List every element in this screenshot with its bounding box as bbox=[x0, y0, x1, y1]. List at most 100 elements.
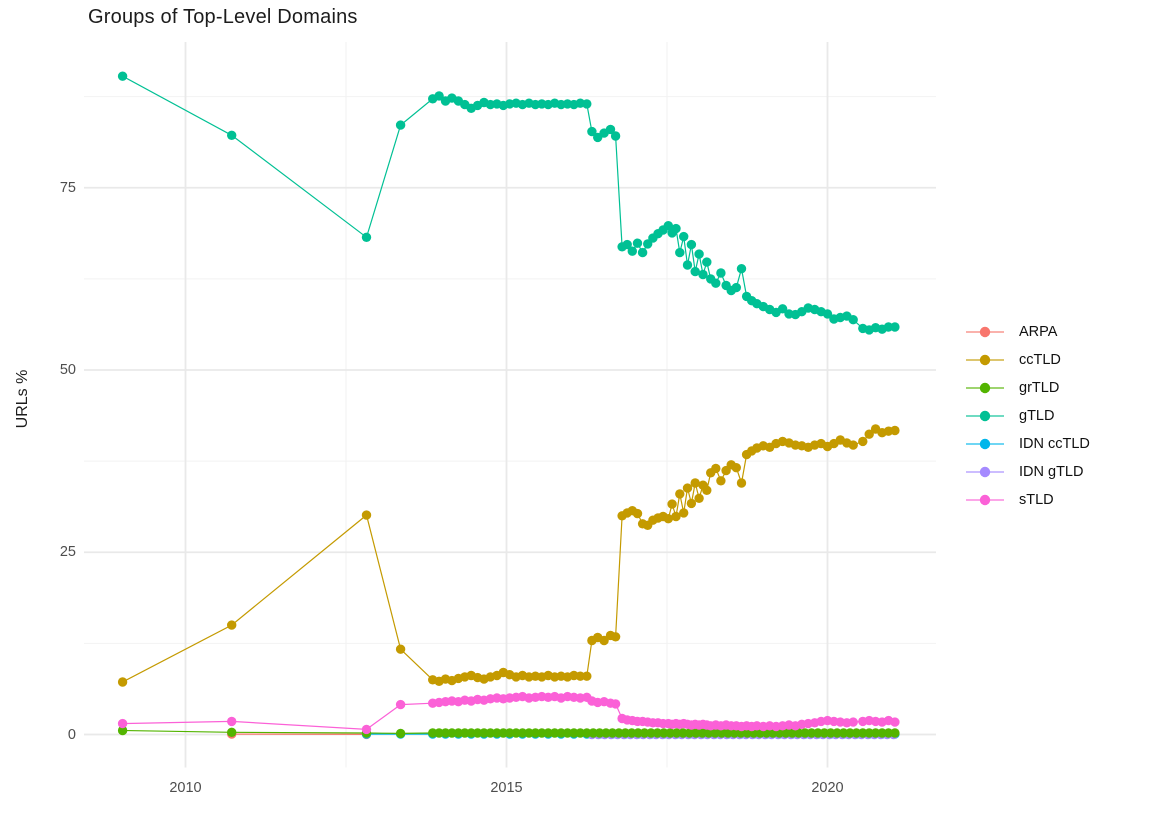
series-point-gtld bbox=[777, 304, 788, 314]
series-point-cctld bbox=[675, 489, 685, 499]
series-point-cctld bbox=[663, 514, 673, 524]
chart-title: Groups of Top-Level Domains bbox=[88, 6, 358, 28]
series-point-cctld bbox=[667, 499, 677, 509]
legend-label: gTLD bbox=[1019, 407, 1055, 424]
series-point-grtld bbox=[447, 728, 457, 738]
series-point-cctld bbox=[716, 476, 726, 486]
series-point-cctld bbox=[395, 644, 406, 654]
series-point-gtld bbox=[663, 221, 673, 231]
legend-key-icon bbox=[966, 326, 1004, 337]
series-point-cctld bbox=[227, 620, 237, 630]
series-point-stld bbox=[848, 717, 858, 727]
series-point-grtld bbox=[117, 725, 128, 736]
legend-key-icon bbox=[966, 382, 1004, 393]
series-point-stld bbox=[395, 699, 406, 710]
series-point-stld bbox=[610, 699, 621, 709]
series-point-grtld bbox=[607, 728, 618, 738]
legend-item-cctld: ccTLD bbox=[963, 349, 1090, 370]
y-tick-label: 25 bbox=[59, 544, 76, 561]
legend-label: IDN ccTLD bbox=[1019, 435, 1090, 452]
series-point-stld bbox=[227, 716, 237, 727]
legend-item-stld: sTLD bbox=[963, 489, 1090, 510]
series-point-cctld bbox=[731, 463, 741, 473]
series-point-stld bbox=[361, 724, 372, 735]
series-point-cctld bbox=[682, 483, 693, 493]
series-point-gtld bbox=[605, 124, 616, 135]
legend-label: grTLD bbox=[1019, 379, 1060, 396]
series-point-grtld bbox=[575, 728, 585, 738]
series-point-gtld bbox=[627, 246, 637, 256]
series-point-cctld bbox=[582, 671, 592, 681]
series-point-gtld bbox=[848, 315, 858, 325]
series-line-gtld bbox=[122, 75, 895, 331]
series-point-gtld bbox=[582, 99, 592, 109]
series-point-cctld bbox=[632, 508, 643, 519]
series-point-grtld bbox=[890, 728, 900, 738]
series-point-gtld bbox=[686, 239, 697, 250]
series-point-gtld bbox=[637, 247, 648, 258]
series-point-grtld bbox=[710, 728, 720, 738]
y-axis-title: URLs % bbox=[14, 369, 31, 429]
legend-item-idn-cctld: IDN ccTLD bbox=[963, 433, 1090, 454]
series-point-cctld bbox=[575, 671, 585, 681]
legend-item-grtld: grTLD bbox=[963, 377, 1090, 398]
series-point-gtld bbox=[890, 322, 900, 332]
series-point-gtld bbox=[822, 309, 833, 319]
legend: ARPA ccTLD grTLD gTLD IDN ccTLD IDN gTLD sTLD bbox=[963, 321, 1090, 517]
series-point-grtld bbox=[517, 728, 528, 738]
x-tick-label: 2020 bbox=[811, 780, 844, 796]
series-point-grtld bbox=[870, 728, 881, 738]
legend-item-arpa: ARPA bbox=[963, 321, 1090, 342]
y-tick-label: 0 bbox=[67, 726, 76, 743]
series-point-gtld bbox=[622, 239, 632, 250]
series-point-gtld bbox=[682, 260, 693, 270]
legend-label: ccTLD bbox=[1019, 351, 1061, 368]
series-point-gtld bbox=[395, 120, 406, 130]
series-point-gtld bbox=[736, 264, 747, 274]
series-point-cctld bbox=[679, 508, 689, 518]
legend-label: IDN gTLD bbox=[1019, 463, 1084, 480]
series-point-stld bbox=[890, 717, 900, 727]
legend-key-icon bbox=[966, 438, 1004, 449]
x-tick-label: 2015 bbox=[490, 780, 523, 796]
series-point-cctld bbox=[599, 635, 609, 646]
series-point-cctld bbox=[694, 493, 704, 503]
legend-label: ARPA bbox=[1019, 323, 1058, 340]
series-point-grtld bbox=[395, 728, 406, 739]
series-point-cctld bbox=[736, 478, 747, 488]
series-point-cctld bbox=[690, 478, 700, 488]
series-point-gtld bbox=[227, 130, 237, 140]
legend-item-gtld: gTLD bbox=[963, 405, 1090, 426]
series-point-stld bbox=[117, 718, 128, 729]
series-point-cctld bbox=[361, 510, 372, 520]
legend-key-icon bbox=[966, 466, 1004, 477]
series-point-cctld bbox=[610, 632, 621, 642]
legend-key-icon bbox=[966, 410, 1004, 421]
series-point-grtld bbox=[543, 728, 553, 738]
legend-key-icon bbox=[966, 494, 1004, 505]
y-tick-label: 75 bbox=[59, 179, 76, 196]
series-point-grtld bbox=[832, 728, 842, 738]
series-point-gtld bbox=[671, 223, 681, 234]
series-point-gtld bbox=[361, 232, 372, 242]
series-point-gtld bbox=[679, 231, 689, 242]
series-point-cctld bbox=[858, 436, 868, 447]
series-point-cctld bbox=[117, 677, 128, 687]
series-point-cctld bbox=[686, 498, 697, 509]
legend-label: sTLD bbox=[1019, 491, 1054, 508]
series-point-gtld bbox=[698, 269, 708, 280]
series-point-cctld bbox=[864, 429, 874, 439]
series-point-gtld bbox=[690, 266, 700, 277]
series-point-grtld bbox=[485, 728, 496, 738]
series-point-cctld bbox=[890, 425, 900, 436]
y-tick-label: 50 bbox=[59, 362, 76, 378]
series-point-gtld bbox=[702, 257, 712, 267]
series-point-gtld bbox=[675, 247, 685, 258]
series-line-cctld bbox=[122, 428, 895, 683]
series-point-gtld bbox=[731, 282, 741, 293]
legend-key-icon bbox=[966, 354, 1004, 365]
series-point-grtld bbox=[800, 728, 810, 738]
series-point-gtld bbox=[711, 278, 721, 288]
series-point-gtld bbox=[434, 91, 444, 101]
